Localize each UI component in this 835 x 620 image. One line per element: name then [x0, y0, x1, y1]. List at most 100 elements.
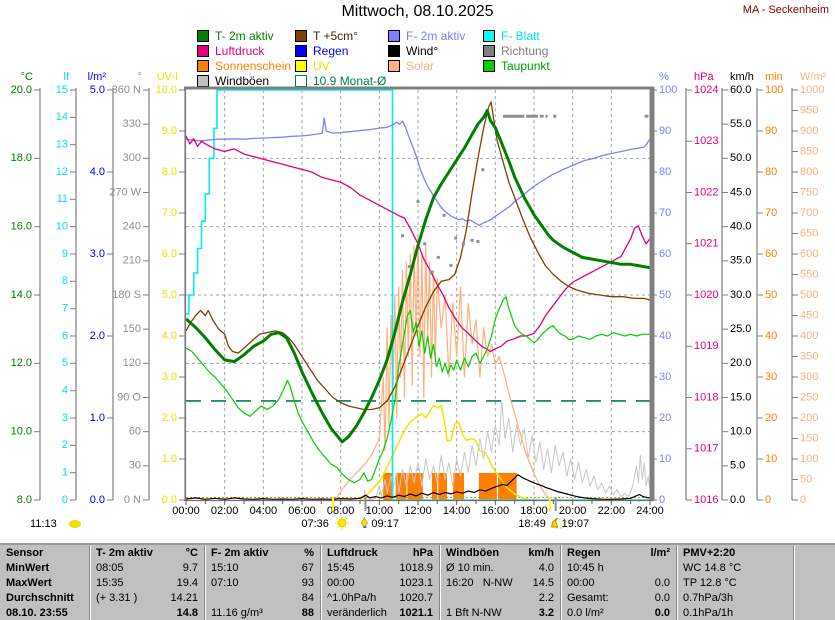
axis-tick-label-hum: 20: [659, 412, 671, 424]
x-axis-label: 10:00: [366, 505, 394, 517]
axis-tick-label-temp: 16.0: [11, 221, 32, 233]
page-title: Mittwoch, 08.10.2025: [341, 3, 494, 20]
legend-item-t-5cm-: T +5cm°: [295, 29, 358, 43]
axis-tick-label-solar: 400: [800, 330, 818, 342]
direction-dot: [461, 242, 465, 246]
stats-cell: 84: [205, 590, 320, 605]
direction-dot: [449, 263, 453, 267]
axis-header-pres: hPa: [694, 71, 714, 83]
stats-cell-label: 0.7hPa/3h: [683, 591, 734, 604]
axis-tick-label-wind: 30.0: [730, 289, 751, 301]
direction-dot: [430, 270, 434, 274]
axis-tick-label-hum: 40: [659, 330, 671, 342]
axis-tick-label-pres: 1019: [694, 340, 718, 352]
legend-label: UV: [313, 58, 330, 73]
stats-cell: 1 Bft N-NW 3.2: [440, 605, 560, 620]
stats-column-luftdruck: Luftdruck hPa 15:45 1018.9 00:00 1023.1 ^1.0hP…: [320, 545, 439, 620]
stats-column-windb-en: Windböen km/h Ø 10 min. 4.0 16:20 N-NW 14.5 2.…: [439, 545, 560, 620]
legend-swatch-icon: [295, 44, 307, 57]
axis-tick-label-wind: 5.0: [730, 460, 745, 472]
axis-tick-label-dir: 360 N: [112, 84, 141, 96]
stats-cell-label: 00:00: [567, 576, 595, 589]
moon-blob-icon: [69, 520, 81, 528]
axis-tick-label-temp: 12.0: [11, 357, 32, 369]
axis-tick-label-pres: 1018: [694, 391, 718, 403]
axis-tick-label-sun: 30: [765, 371, 777, 383]
axis-header-rain: l/m²: [88, 71, 107, 83]
axis-tick-label-sun: 70: [765, 207, 777, 219]
stats-cell-label: Durchschnitt: [6, 591, 74, 604]
axis-header-wind: km/h: [730, 71, 754, 83]
stats-cell-value: 0.0: [654, 576, 670, 589]
stats-cell-label: 10:45 h: [567, 561, 604, 574]
stats-cell: 0.7hPa/3h: [677, 590, 793, 605]
axis-tick-label-wind: 20.0: [730, 357, 751, 369]
legend-item-t-2m-aktiv: T- 2m aktiv: [197, 29, 274, 43]
moonset-icon: [363, 526, 367, 528]
series-windboeen: [363, 400, 651, 501]
sunshine-bar: [478, 472, 497, 500]
legend-item-f-2m-aktiv: F- 2m aktiv: [388, 29, 465, 43]
axis-tick-label-dir: 240: [123, 221, 141, 233]
stats-cell-label: (+ 3.31 ): [96, 591, 138, 604]
axis-tick-label-rain: 2.0: [90, 330, 105, 342]
axis-header-uv: UV-I: [157, 71, 178, 83]
x-axis-label: 20:00: [559, 505, 587, 517]
stats-cell-label: 1 Bft N-NW: [446, 606, 502, 619]
legend-label: Richtung: [501, 43, 549, 58]
stats-cell-value: 14.21: [170, 591, 198, 604]
axis-tick-label-leaf: 12: [56, 166, 68, 178]
axis-tick-label-solar: 900: [800, 125, 818, 137]
axis-tick-label-solar: 250: [800, 391, 818, 403]
marker-label: 18:49: [518, 518, 546, 530]
stats-column-t-2m-aktiv: T- 2m aktiv °C 08:05 9.7 15:35 19.4 (+ 3.31 ) 1…: [89, 545, 204, 620]
direction-dot: [407, 265, 411, 269]
series-t5cm: [185, 101, 651, 411]
axis-tick-label-solar: 700: [800, 207, 818, 219]
series-t2m: [185, 109, 651, 444]
stats-cell: Ø 10 min. 4.0: [440, 560, 560, 575]
stats-cell-label: 08.10. 23:55: [6, 606, 68, 619]
legend-item-wind-: Wind°: [388, 44, 438, 58]
axis-tick-label-sun: 50: [765, 289, 777, 301]
axis-tick-label-leaf: 4: [62, 385, 68, 397]
stats-header-label: T- 2m aktiv: [96, 546, 153, 559]
legend-item-richtung: Richtung: [483, 43, 549, 58]
axis-tick-label-solar: 500: [800, 289, 818, 301]
stats-cell: MaxWert: [0, 575, 89, 590]
legend-item-regen: Regen: [295, 44, 348, 58]
stats-cell-value: 3.2: [538, 606, 554, 619]
stats-column-header: Windböen km/h: [440, 545, 560, 560]
x-axis-label: 24:00: [636, 505, 664, 517]
axis-tick-label-solar: 850: [800, 145, 818, 157]
axis-tick-label-temp: 18.0: [11, 152, 32, 164]
marker-label: 19:07: [562, 518, 590, 530]
station-label: MA - Seckenheim: [742, 4, 829, 16]
x-axis-label: 06:00: [288, 505, 316, 517]
axis-tick-label-solar: 750: [800, 186, 818, 198]
axis-tick-label-solar: 150: [800, 432, 818, 444]
legend-swatch-icon: [197, 74, 209, 87]
stats-cell-value: 1023.1: [399, 576, 433, 589]
axis-tick-label-pres: 1024: [694, 84, 718, 96]
axis-tick-label-wind: 10.0: [730, 426, 751, 438]
axis-tick-label-solar: 1000: [800, 84, 824, 96]
stats-header-label: Regen: [567, 546, 601, 559]
stats-cell-label: TP 12.8 °C: [683, 576, 737, 589]
x-axis-label: 18:00: [520, 505, 548, 517]
axis-tick-label-sun: 60: [765, 248, 777, 260]
axis-tick-label-solar: 600: [800, 248, 818, 260]
stats-cell: Durchschnitt: [0, 590, 89, 605]
axis-tick-label-leaf: 9: [62, 248, 68, 260]
axis-tick-label-leaf: 3: [62, 412, 68, 424]
moonset-icon: [360, 517, 369, 528]
stats-column-regen: Regen l/m² 10:45 h 00:00 0.0 Gesamt: 0.0 0.0 l/…: [560, 545, 676, 620]
stats-cell: 0.1hPa/1h: [677, 605, 793, 620]
stats-cell-value: 93: [301, 576, 314, 589]
stats-cell: 15:10 67: [205, 560, 320, 575]
stats-cell: [794, 590, 835, 605]
stats-cell: 0.0 l/m² 0.0: [561, 605, 676, 620]
stats-header-unit: %: [304, 546, 314, 559]
legend-swatch-icon: [295, 74, 307, 87]
